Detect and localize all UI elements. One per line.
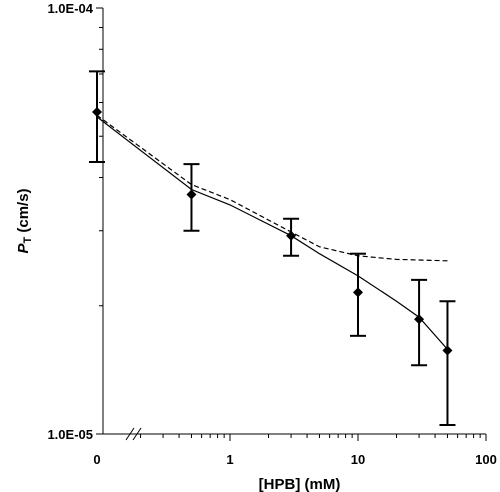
y-tick-label: 1.0E-04 [47,1,93,16]
y-axis-label-unit: (cm/s) [15,188,32,236]
axes [102,8,486,441]
data-point-diamond [353,287,363,298]
labels: [HPB] (mM) PT (cm/s) [15,188,340,492]
axis-break-mark [125,427,135,441]
axis-ticks: 0 1 10 100 1.0E-05 1.0E-04 [47,1,496,467]
data-point-diamond [92,106,102,117]
series-dashed [96,114,448,262]
series-solid [96,116,448,350]
x-tick-label: 100 [475,452,497,467]
axis-break-mark [132,427,142,441]
data-point-diamond [414,314,425,325]
data-point-diamond [186,189,197,200]
y-axis-label: PT (cm/s) [15,188,34,253]
x-tick-label: 10 [351,452,365,467]
x-axis-label: [HPB] (mM) [259,476,341,492]
data-point-diamond [442,345,453,356]
y-tick-label: 1.0E-05 [47,427,93,442]
x-tick-label: 1 [226,452,233,467]
solid-curve [96,116,448,350]
series-points [89,70,456,426]
y-axis-label-sub: T [22,237,34,244]
y-axis-label-main: P [15,243,32,254]
x-tick-label: 0 [93,452,100,467]
dashed-curve [96,114,448,262]
data-point-diamond [286,230,297,241]
